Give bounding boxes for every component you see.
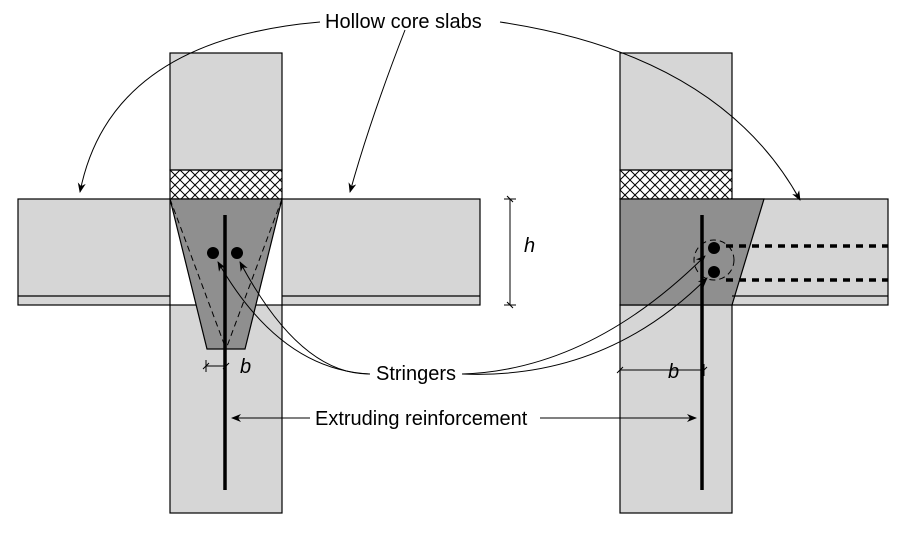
- structural-diagram: Hollow core slabs Stringers Extruding rein…: [0, 0, 906, 549]
- stringer-dot: [708, 266, 720, 278]
- stringer-dot: [207, 247, 219, 259]
- column-upper: [170, 53, 282, 170]
- hollow-core-slab-right: [282, 199, 480, 305]
- stringer-dot: [708, 242, 720, 254]
- label-b-left: b: [240, 356, 251, 378]
- label-stringers: Stringers: [376, 363, 456, 385]
- label-extruding: Extruding reinforcement: [315, 408, 528, 430]
- leader-hollow-core: [350, 30, 405, 192]
- left-cross-section: [18, 53, 480, 513]
- label-h: h: [524, 235, 535, 257]
- label-b-right: b: [668, 361, 679, 383]
- stringer-dot: [231, 247, 243, 259]
- bearing-pad: [620, 170, 732, 199]
- bearing-pad: [170, 170, 282, 199]
- right-cross-section: [620, 53, 888, 513]
- column-lower: [620, 305, 732, 513]
- column-upper: [620, 53, 732, 170]
- hollow-core-slab-left: [18, 199, 170, 305]
- label-hollow-core: Hollow core slabs: [325, 11, 482, 33]
